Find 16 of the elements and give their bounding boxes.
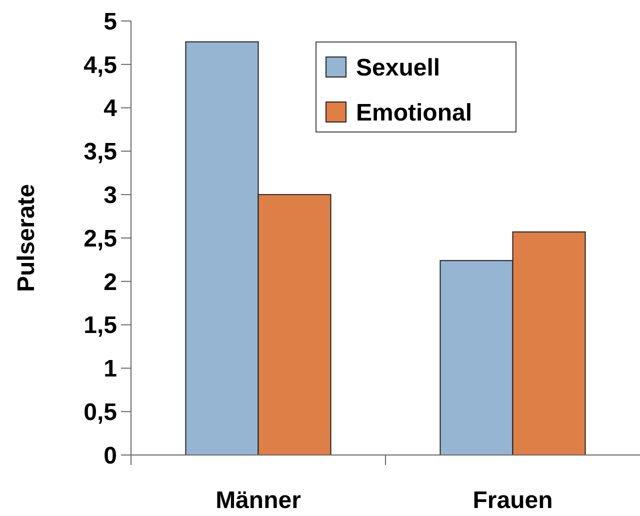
y-tick-label: 3 (104, 182, 117, 209)
y-tick-label: 0,5 (84, 399, 117, 426)
y-tick-label: 1 (104, 356, 117, 383)
y-axis-title: Pulserate (13, 184, 40, 292)
x-tick-label: Frauen (472, 487, 553, 514)
y-tick-label: 3,5 (84, 138, 117, 166)
y-tick-label: 4,5 (84, 52, 117, 79)
y-tick-label: 5 (104, 8, 117, 36)
y-tick-label: 2,5 (84, 225, 117, 252)
legend-label: Emotional (356, 99, 472, 126)
y-tick-label: 1,5 (84, 312, 117, 340)
y-tick-label: 2 (104, 268, 117, 296)
y-tick-label: 0 (104, 442, 117, 470)
y-tick-label: 4 (104, 95, 118, 122)
legend-label: Sexuell (356, 54, 440, 82)
x-tick-label: Männer (216, 487, 301, 514)
